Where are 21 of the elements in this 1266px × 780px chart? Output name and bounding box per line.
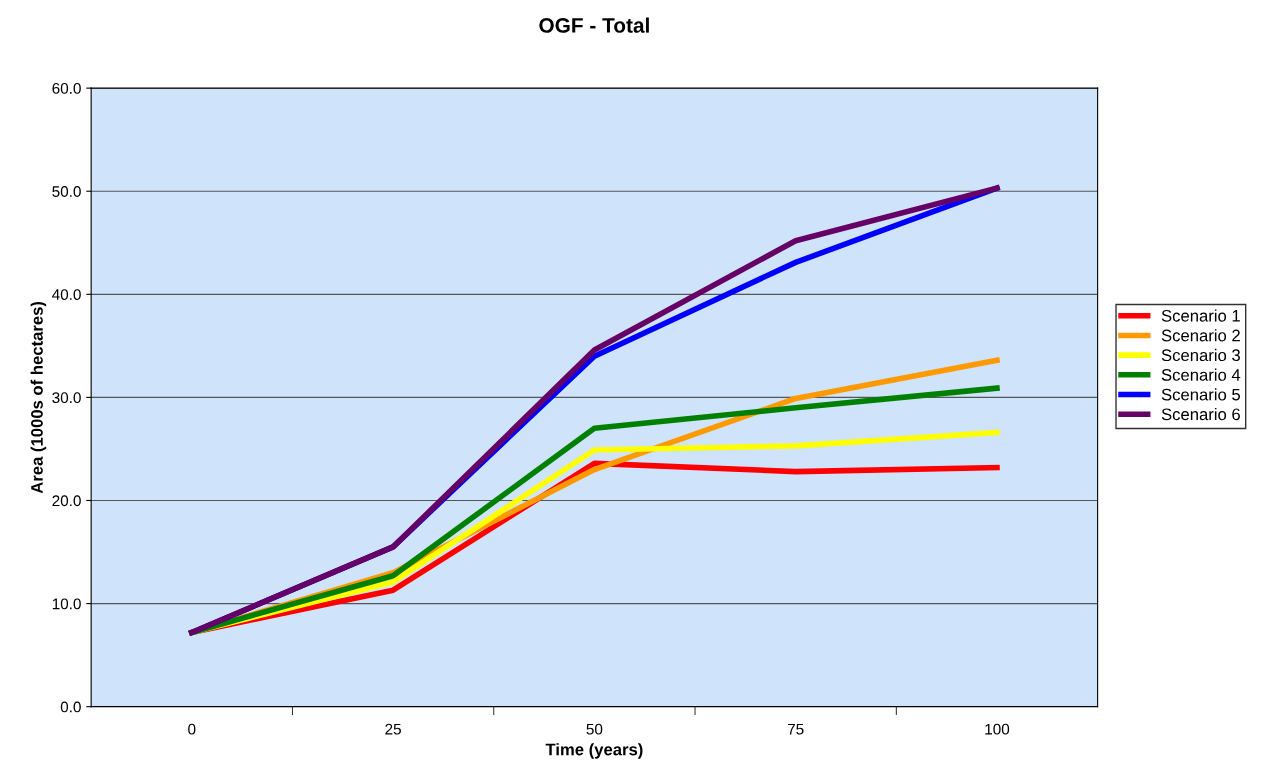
x-axis-title: Time (years) [545, 743, 643, 759]
y-tick-label: 20.0 [52, 495, 81, 507]
y-axis-title: Area (1000s of hectares) [30, 301, 47, 494]
y-tick-label: 30.0 [52, 392, 81, 404]
y-tick-label: 60.0 [52, 83, 81, 94]
x-tick-label: 50 [586, 723, 603, 735]
x-tick-label: 0 [188, 723, 196, 735]
y-tick-label: 10.0 [52, 598, 81, 610]
y-tick-label: 50.0 [52, 186, 81, 197]
legend-label: Scenario 1 [1161, 309, 1240, 322]
y-tick-label: 0.0 [60, 701, 81, 713]
legend-label: Scenario 6 [1161, 407, 1240, 421]
legend-label: Scenario 2 [1161, 329, 1240, 342]
legend-label: Scenario 4 [1161, 368, 1241, 381]
legend-label: Scenario 5 [1161, 388, 1240, 401]
chart-title: OGF - Total [539, 17, 649, 33]
y-tick-label: 40.0 [52, 289, 81, 301]
x-tick-label: 75 [787, 723, 804, 735]
x-tick-label: 100 [985, 723, 1010, 735]
legend-label: Scenario 3 [1161, 348, 1240, 362]
x-tick-label: 25 [385, 723, 401, 735]
